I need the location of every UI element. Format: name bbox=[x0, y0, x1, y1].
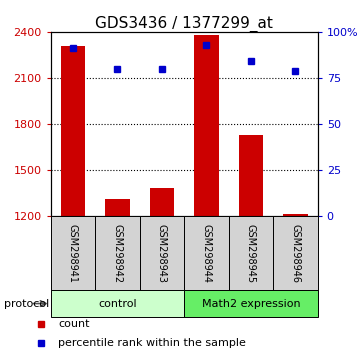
Text: GSM298941: GSM298941 bbox=[68, 224, 78, 282]
Bar bbox=[95, 216, 140, 290]
Text: percentile rank within the sample: percentile rank within the sample bbox=[58, 338, 246, 348]
Bar bbox=[283, 213, 308, 216]
Bar bbox=[61, 46, 85, 216]
Text: Math2 expression: Math2 expression bbox=[201, 298, 300, 309]
Text: count: count bbox=[58, 319, 90, 329]
Text: control: control bbox=[98, 298, 136, 309]
Bar bbox=[140, 216, 184, 290]
Text: protocol: protocol bbox=[4, 298, 49, 309]
Bar bbox=[105, 199, 130, 216]
Bar bbox=[149, 188, 174, 216]
Bar bbox=[229, 216, 273, 290]
Title: GDS3436 / 1377299_at: GDS3436 / 1377299_at bbox=[95, 16, 273, 32]
Bar bbox=[184, 290, 318, 317]
Bar bbox=[51, 290, 184, 317]
Bar bbox=[184, 216, 229, 290]
Bar bbox=[194, 35, 219, 216]
Text: GSM298942: GSM298942 bbox=[112, 223, 122, 283]
Text: GSM298946: GSM298946 bbox=[290, 224, 300, 282]
Text: GSM298943: GSM298943 bbox=[157, 224, 167, 282]
Bar bbox=[239, 135, 263, 216]
Bar bbox=[273, 216, 318, 290]
Bar bbox=[51, 216, 95, 290]
Text: GSM298945: GSM298945 bbox=[246, 223, 256, 283]
Text: GSM298944: GSM298944 bbox=[201, 224, 212, 282]
